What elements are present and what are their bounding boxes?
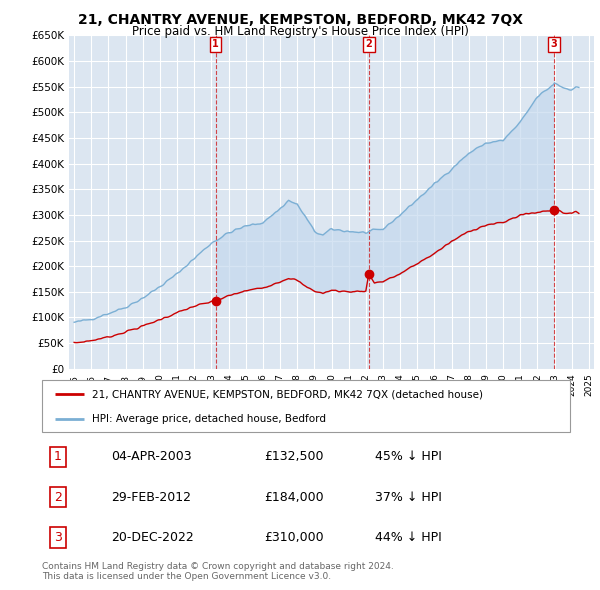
Text: 37% ↓ HPI: 37% ↓ HPI [374,490,442,504]
FancyBboxPatch shape [42,380,570,432]
Text: Price paid vs. HM Land Registry's House Price Index (HPI): Price paid vs. HM Land Registry's House … [131,25,469,38]
Text: 04-APR-2003: 04-APR-2003 [110,450,191,463]
Text: 2: 2 [54,490,62,504]
Text: £184,000: £184,000 [264,490,323,504]
Text: 21, CHANTRY AVENUE, KEMPSTON, BEDFORD, MK42 7QX: 21, CHANTRY AVENUE, KEMPSTON, BEDFORD, M… [77,13,523,27]
Text: 20-DEC-2022: 20-DEC-2022 [110,531,193,544]
Text: 45% ↓ HPI: 45% ↓ HPI [374,450,442,463]
Text: 44% ↓ HPI: 44% ↓ HPI [374,531,442,544]
Text: £132,500: £132,500 [264,450,323,463]
Text: £310,000: £310,000 [264,531,323,544]
Text: 2: 2 [365,40,372,50]
Text: 1: 1 [212,40,219,50]
Text: 29-FEB-2012: 29-FEB-2012 [110,490,191,504]
Text: Contains HM Land Registry data © Crown copyright and database right 2024.
This d: Contains HM Land Registry data © Crown c… [42,562,394,581]
Text: 1: 1 [54,450,62,463]
Text: 21, CHANTRY AVENUE, KEMPSTON, BEDFORD, MK42 7QX (detached house): 21, CHANTRY AVENUE, KEMPSTON, BEDFORD, M… [92,389,483,399]
Text: 3: 3 [54,531,62,544]
Text: HPI: Average price, detached house, Bedford: HPI: Average price, detached house, Bedf… [92,414,326,424]
Text: 3: 3 [551,40,557,50]
